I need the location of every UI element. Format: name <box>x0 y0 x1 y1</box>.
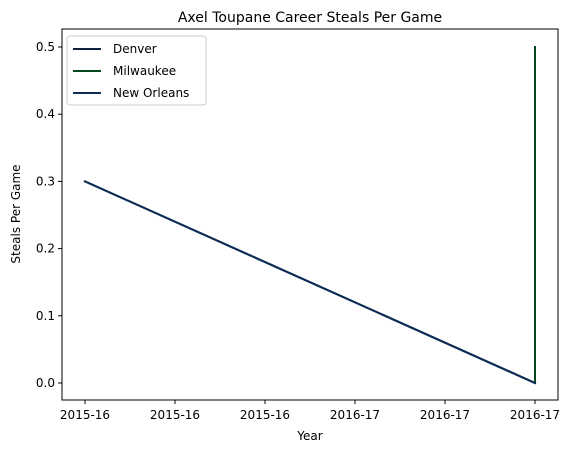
series-line-new-orleans <box>83 180 537 385</box>
plot-area <box>61 28 559 401</box>
x-axis-label: Year <box>296 429 322 443</box>
legend-box <box>66 35 207 106</box>
y-tick-label: 0.0 <box>36 376 55 390</box>
x-tick-label: 2015-16 <box>240 408 290 422</box>
y-tick-label: 0.5 <box>36 40 55 54</box>
x-tick-label: 2015-16 <box>150 408 200 422</box>
legend-label-denver: Denver <box>113 42 157 56</box>
series-layer <box>83 46 537 385</box>
x-tick-label: 2016-17 <box>330 408 380 422</box>
y-axis: 0.0 0.1 0.2 0.3 0.4 0.5 <box>36 40 62 390</box>
legend: Denver Milwaukee New Orleans <box>66 35 207 106</box>
x-axis: 2015-16 2015-16 2015-16 2016-17 2016-17 2016-… <box>60 400 560 422</box>
legend-label-milwaukee: Milwaukee <box>113 64 176 78</box>
y-tick-label: 0.4 <box>36 107 55 121</box>
legend-label-new-orleans: New Orleans <box>113 86 189 100</box>
y-tick-label: 0.2 <box>36 242 55 256</box>
y-tick-label: 0.3 <box>36 174 55 188</box>
x-tick-label: 2016-17 <box>510 408 560 422</box>
x-tick-label: 2015-16 <box>60 408 110 422</box>
y-tick-label: 0.1 <box>36 309 55 323</box>
y-axis-label: Steals Per Game <box>9 164 23 263</box>
chart-title: Axel Toupane Career Steals Per Game <box>178 10 442 26</box>
x-tick-label: 2016-17 <box>420 408 470 422</box>
